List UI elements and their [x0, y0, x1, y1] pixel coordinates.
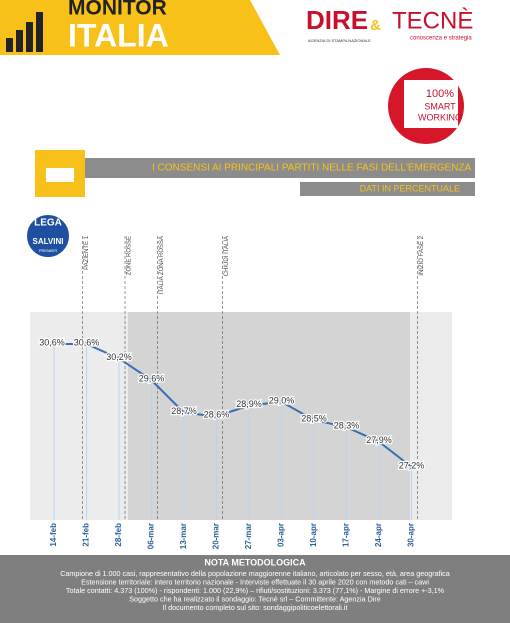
x-tick-label: 14-feb [49, 523, 58, 547]
point [377, 439, 381, 444]
brand-top: MONITOR [68, 0, 167, 20]
banner-strip [85, 158, 475, 178]
annotation-label: INIZIO FASE 2 [419, 235, 425, 275]
x-tick-label: 27-mar [244, 523, 253, 549]
brand-icon [6, 12, 43, 52]
x-tick-label: 13-mar [179, 523, 188, 549]
x-tick-label: 21-feb [82, 523, 91, 547]
value-label: 27,9% [366, 435, 392, 445]
badge-text: SMART [424, 101, 456, 111]
value-label: 29,0% [269, 395, 295, 405]
ampersand: & [370, 17, 381, 34]
banner-icon-shape [46, 168, 74, 182]
party-logo [25, 213, 71, 259]
value-label: 29,6% [139, 374, 165, 384]
footer [0, 555, 510, 623]
x-tick-label: 20-mar [212, 523, 221, 549]
annotation-label: ZONE ROSSE [127, 236, 133, 275]
x-tick-label: 24-apr [374, 523, 383, 547]
point [344, 425, 349, 430]
value-label: 30,6% [39, 337, 65, 347]
party-logo-text: SALVINI [33, 237, 64, 246]
annotation-label: CHIUDI ITALIA [224, 236, 230, 276]
value-label: 28,7% [171, 406, 197, 416]
point [52, 342, 56, 346]
point [182, 410, 186, 415]
footer-title: NOTA METODOLOGICA [204, 557, 306, 567]
point [247, 403, 251, 408]
point [84, 342, 89, 346]
point [279, 399, 284, 404]
brand-block [0, 0, 280, 55]
value-label: 30,6% [74, 337, 100, 347]
footer-line: Estensione territoriale: intero territor… [81, 577, 429, 586]
point [409, 465, 414, 469]
footer-line: Soggetto che ha realizzato il sondaggio:… [129, 594, 381, 603]
badge-text: WORKING [418, 112, 462, 122]
value-label: 28,9% [236, 399, 262, 409]
x-tick-label: 30-apr [407, 523, 416, 547]
x-tick-label: 06-mar [147, 523, 156, 549]
x-tick-label: 28-feb [114, 523, 123, 547]
point [214, 414, 219, 419]
point [117, 356, 121, 361]
value-label: 30,2% [106, 352, 132, 362]
party-logo-text: LEGA [34, 218, 62, 229]
party-logo-text: PREMIER [39, 248, 57, 253]
x-tick-label: 17-apr [342, 523, 351, 547]
partner-tecne-sub: conoscenza e strategia [410, 36, 472, 42]
footer-line: Totale contatti: 4.373 (100%) - risponde… [66, 586, 445, 595]
banner-subtitle: DATI IN PERCENTUALE [360, 183, 460, 193]
footer-line: Il documento completo sul sito: sondaggi… [163, 603, 348, 612]
footer-line: Campione di 1.000 casi, rappresentativo … [60, 569, 450, 578]
value-label: 28,6% [204, 410, 230, 420]
badge-text: 100% [426, 88, 454, 100]
partner-tecne: TECNÈ [392, 7, 473, 34]
partner-dire-sub: AGENZIA DI STAMPA NAZIONALE [308, 38, 371, 43]
emergency-period [128, 312, 410, 520]
value-label: 28,3% [334, 421, 360, 431]
line [54, 343, 413, 468]
badge-box [404, 80, 458, 128]
point [312, 417, 316, 422]
banner-strip [300, 182, 475, 196]
annotation-label: ITALIA ZONA ROSSA [159, 236, 165, 294]
brand-bottom: ITALIA [68, 17, 169, 53]
x-tick-label: 10-apr [309, 523, 318, 547]
value-label: 28,5% [301, 413, 327, 423]
value-label: 27,2% [399, 460, 425, 470]
point [149, 378, 154, 383]
banner-title: I CONSENSI AI PRINCIPALI PARTITI NELLE F… [152, 163, 472, 174]
partner-dire: DIRE [306, 5, 368, 35]
x-tick-label: 03-apr [277, 523, 286, 547]
annotation-label: PAZIENTE 1 [84, 235, 90, 270]
